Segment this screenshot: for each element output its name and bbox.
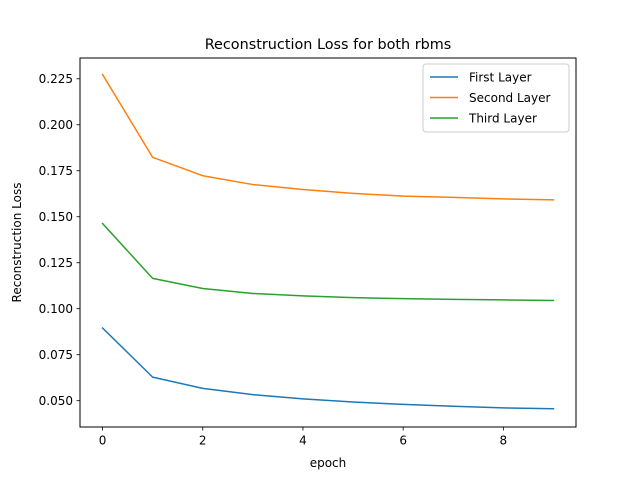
legend-label: Third Layer — [468, 111, 537, 125]
series-line-3 — [101, 222, 555, 302]
legend-box — [422, 63, 570, 133]
legend: First Layer Second Layer Third Layer — [422, 63, 570, 133]
y-tick-label: 0.150 — [39, 210, 73, 224]
plot-frame — [79, 57, 577, 428]
y-tick-label: 0.050 — [39, 394, 73, 408]
legend-item: Second Layer — [430, 91, 551, 105]
legend-label: Second Layer — [469, 91, 551, 105]
x-tick-label: 2 — [199, 434, 207, 448]
y-axis: 0.050 0.075 0.100 0.125 0.150 0.175 0.200 0.225 — [39, 72, 80, 408]
legend-label: First Layer — [469, 70, 532, 84]
series-line-1 — [101, 326, 555, 410]
x-tick-label: 6 — [399, 434, 407, 448]
y-tick-label: 0.225 — [39, 72, 73, 86]
y-axis-label: Reconstruction Loss — [10, 183, 24, 303]
series-line-2 — [101, 73, 555, 201]
x-tick-label: 0 — [99, 434, 107, 448]
y-tick-label: 0.075 — [39, 348, 73, 362]
x-tick-label: 8 — [500, 434, 508, 448]
y-tick-label: 0.100 — [39, 302, 73, 316]
x-tick-label: 4 — [299, 434, 307, 448]
y-tick-label: 0.175 — [39, 164, 73, 178]
chart-title: Reconstruction Loss for both rbms — [205, 37, 452, 53]
series-layer — [101, 73, 555, 410]
legend-item: First Layer — [430, 70, 532, 84]
y-tick-label: 0.200 — [39, 118, 73, 132]
y-tick-label: 0.125 — [39, 256, 73, 270]
x-axis-label: epoch — [310, 456, 347, 470]
x-axis: 0 2 4 6 8 — [99, 427, 507, 448]
legend-item: Third Layer — [430, 111, 537, 125]
